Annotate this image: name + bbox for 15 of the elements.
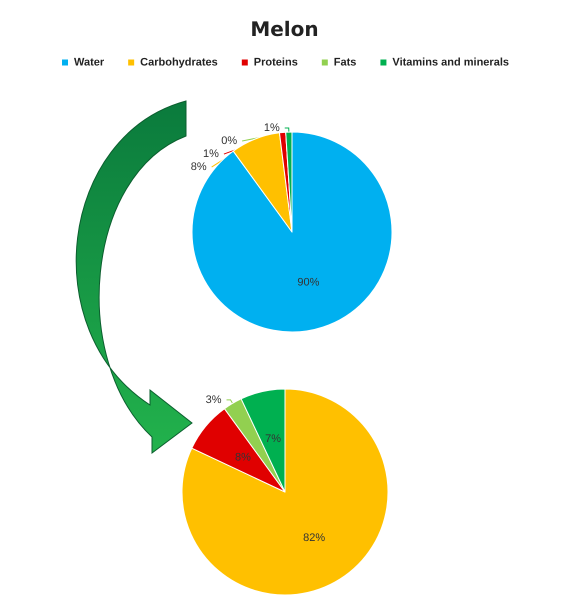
data-label: 3% (206, 394, 222, 406)
legend-label: Fats (334, 56, 356, 68)
data-label: 8% (235, 451, 252, 464)
data-label: 7% (265, 432, 282, 445)
legend-label: Carbohydrates (140, 56, 218, 68)
text: 0% (221, 135, 238, 148)
chart-title: Melon (250, 17, 319, 41)
data-label: 8% (190, 161, 207, 174)
legend-label: Proteins (254, 56, 298, 68)
data-label: 1% (264, 122, 280, 134)
legend-label: Water (74, 56, 105, 68)
data-label: 82% (303, 532, 326, 544)
data-label: 1% (203, 148, 220, 160)
legend-label: Vitamins and minerals (392, 56, 510, 68)
data-label: 90% (297, 276, 320, 288)
